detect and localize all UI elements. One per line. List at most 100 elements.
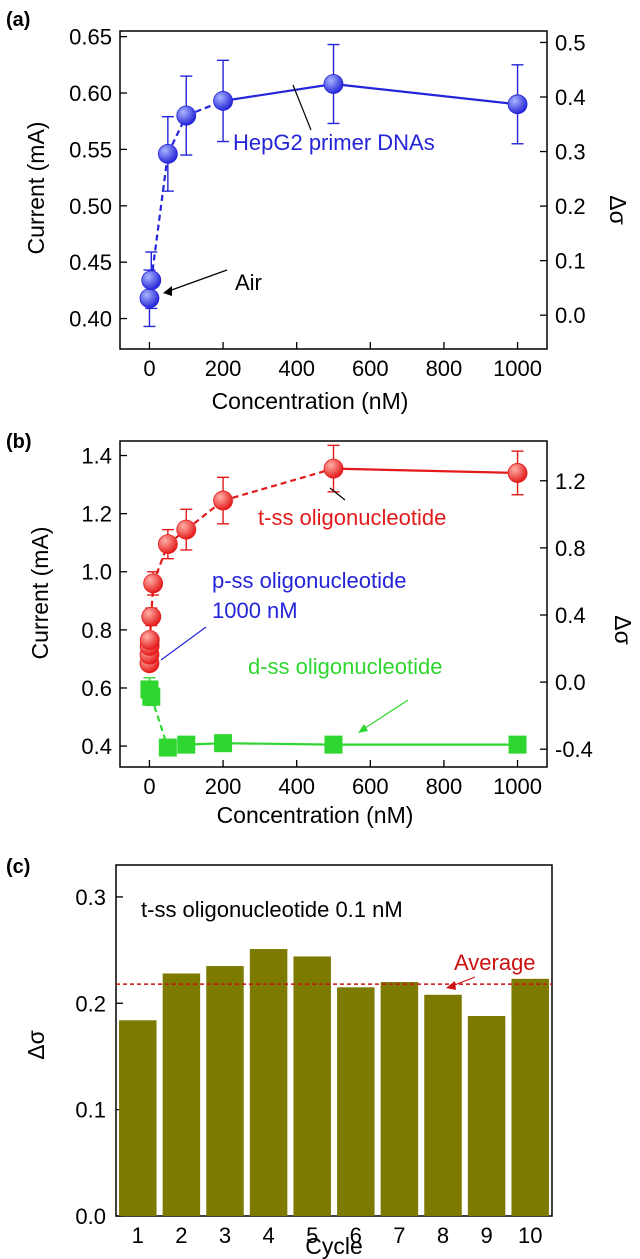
panel-a-annotation-hepg2: HepG2 primer DNAs <box>233 130 435 155</box>
panel-a-annotation-air: Air <box>235 270 262 295</box>
series-line-segment <box>222 82 334 103</box>
x-tick-label: 4 <box>262 1223 274 1248</box>
data-point-tss <box>507 463 528 483</box>
panel-a-annotation-arrow <box>292 84 312 131</box>
x-tick-label: 8 <box>437 1223 449 1248</box>
x-tick-label: 800 <box>426 774 463 799</box>
data-point-dss <box>508 735 527 754</box>
x-tick-label: 800 <box>426 356 463 381</box>
y-tick-label: 0.50 <box>69 194 112 219</box>
y-tick-label: 0.2 <box>75 991 106 1016</box>
panel-b-tss-arrow <box>329 487 346 501</box>
panel-b-frame <box>119 440 548 768</box>
data-point-hepg2 <box>157 144 178 164</box>
y2-tick-label: 0.4 <box>555 603 586 628</box>
tss-line-segment <box>222 467 334 502</box>
bar-cycle-4 <box>249 949 288 1216</box>
x-tick-label: 200 <box>205 774 242 799</box>
x-tick-label: 6 <box>350 1223 362 1248</box>
panel-a-series <box>139 43 528 328</box>
y-tick-label: 0.45 <box>69 250 112 275</box>
panel-b-x-ticks: 0 200 400 600 800 1000 <box>143 760 542 799</box>
x-tick-label: 600 <box>352 356 389 381</box>
panel-a-air-arrow <box>165 269 228 293</box>
panel-b-dss-arrow <box>361 699 409 731</box>
panel-b-y-ticks: 0.4 0.6 0.8 1.0 1.2 1.4 <box>81 444 127 759</box>
y-tick-label: 0.65 <box>69 25 112 50</box>
x-tick-label: 2 <box>175 1223 187 1248</box>
panel-a-label: (a) <box>6 9 30 31</box>
x-tick-label: 10 <box>518 1223 542 1248</box>
panel-c-average-arrow <box>451 976 476 987</box>
panel-b-annotation-pss-conc: 1000 nM <box>212 598 298 623</box>
data-point-tss <box>143 573 164 594</box>
data-point-dss <box>214 734 233 753</box>
bar-cycle-9 <box>467 1016 506 1216</box>
data-point-hepg2 <box>323 74 344 94</box>
x-tick-label: 400 <box>278 774 315 799</box>
y2-tick-label: 0.5 <box>555 30 586 55</box>
panel-a: (a) 0.400.450.500.550.600.65 0.00.10.20.… <box>6 9 631 414</box>
data-point-tss <box>176 519 197 540</box>
panel-a-y-label: Current (mA) <box>23 122 49 255</box>
panel-b: (b) 0.40.60.81.01.21.4 -0.40.00.40.81.2 … <box>6 431 636 828</box>
tss-line-segment <box>185 499 224 531</box>
panel-a-y-ticks: 0.40 0.45 0.50 0.55 0.60 0.65 <box>69 25 127 332</box>
panel-c-x-ticks: 1 2 3 4 5 6 7 8 9 10 <box>132 1223 543 1248</box>
x-tick-label: 9 <box>480 1223 492 1248</box>
series-line-segment <box>150 153 169 281</box>
data-point-tss <box>139 630 160 650</box>
data-point-tss <box>157 534 178 555</box>
y-tick-label: 1.4 <box>81 444 112 469</box>
panel-b-y-label: Current (mA) <box>27 527 53 660</box>
y-tick-label: 0.55 <box>69 137 112 162</box>
data-point-hepg2 <box>141 270 162 291</box>
data-point-hepg2 <box>139 288 160 309</box>
x-tick-label: 0 <box>143 356 155 381</box>
dss-line-segment <box>223 742 334 746</box>
panel-a-y2-label: Δσ <box>605 195 631 225</box>
bar-cycle-1 <box>119 1020 157 1216</box>
bar-cycle-10 <box>511 978 549 1216</box>
x-tick-label: 3 <box>219 1223 231 1248</box>
bar-cycle-6 <box>337 987 375 1216</box>
panel-b-series <box>139 444 528 757</box>
x-tick-label: 5 <box>306 1223 318 1248</box>
y-tick-label: 0.6 <box>81 676 112 701</box>
panel-b-annotation-tss: t-ss oligonucleotide <box>258 505 446 530</box>
panel-b-pss-arrow <box>160 626 207 661</box>
panel-a-y2-ticks: 0.0 0.1 0.2 0.3 0.4 0.5 <box>540 30 586 328</box>
data-point-hepg2 <box>213 91 233 111</box>
data-point-tss <box>213 490 233 511</box>
tss-line-segment <box>333 467 518 475</box>
panel-a-x-ticks: 0 200 400 600 800 1000 <box>143 342 542 381</box>
y-tick-label: 0.40 <box>69 307 112 332</box>
y-tick-label: 0.0 <box>75 1204 106 1229</box>
y2-tick-label: 0.2 <box>555 194 586 219</box>
y-tick-label: 0.3 <box>75 885 106 910</box>
data-point-dss <box>142 687 161 706</box>
panel-c-y-label: Δσ <box>23 1030 49 1060</box>
y-tick-label: 1.0 <box>81 560 112 585</box>
panel-a-frame <box>119 30 548 350</box>
y-tick-label: 0.60 <box>69 81 112 106</box>
y-tick-label: 0.4 <box>81 734 112 759</box>
x-tick-label: 1000 <box>493 774 542 799</box>
data-point-dss <box>158 738 177 757</box>
data-point-tss <box>323 458 344 479</box>
panel-c-annotation-average: Average <box>454 950 536 975</box>
data-point-tss <box>141 606 162 627</box>
panel-c-average-arrowhead <box>446 981 456 990</box>
panel-b-annotation-pss: p-ss oligonucleotide <box>212 568 406 593</box>
data-point-hepg2 <box>507 94 528 115</box>
y2-tick-label: 0.0 <box>555 670 586 695</box>
panel-c-frame <box>115 864 553 1217</box>
bar-cycle-2 <box>162 973 201 1216</box>
panel-c: (c) 0.0 0.1 0.2 0.3 1 2 3 4 5 6 7 8 9 10 t-ss oligon… <box>6 856 553 1259</box>
y2-tick-label: 1.2 <box>555 469 586 494</box>
y-tick-label: 0.8 <box>81 618 112 643</box>
bar-cycle-3 <box>206 966 244 1216</box>
x-tick-label: 600 <box>352 774 389 799</box>
panel-b-annotation-dss: d-ss oligonucleotide <box>248 654 442 679</box>
x-tick-label: 1 <box>132 1223 144 1248</box>
